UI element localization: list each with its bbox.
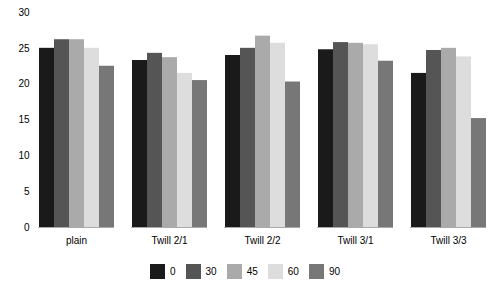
svg-text:25: 25 xyxy=(18,43,30,54)
svg-text:20: 20 xyxy=(18,78,30,89)
svg-text:30: 30 xyxy=(18,7,30,18)
html-text:60: 60 xyxy=(287,266,299,277)
svg-text:Twill 2/2: Twill 2/2 xyxy=(244,235,281,246)
html-text:90: 90 xyxy=(328,266,340,277)
html-text:30: 30 xyxy=(205,266,217,277)
svg-text:10: 10 xyxy=(18,150,30,161)
svg-text:Twill 3/1: Twill 3/1 xyxy=(337,235,374,246)
svg-text:plain: plain xyxy=(66,235,87,246)
html-text:45: 45 xyxy=(246,266,258,277)
svg-text:5: 5 xyxy=(24,186,30,197)
svg-text:0: 0 xyxy=(24,222,30,233)
svg-text:Twill 3/3: Twill 3/3 xyxy=(430,235,467,246)
svg-text:15: 15 xyxy=(18,114,30,125)
svg-text:Twill 2/1: Twill 2/1 xyxy=(151,235,188,246)
html-text:0: 0 xyxy=(170,266,176,277)
